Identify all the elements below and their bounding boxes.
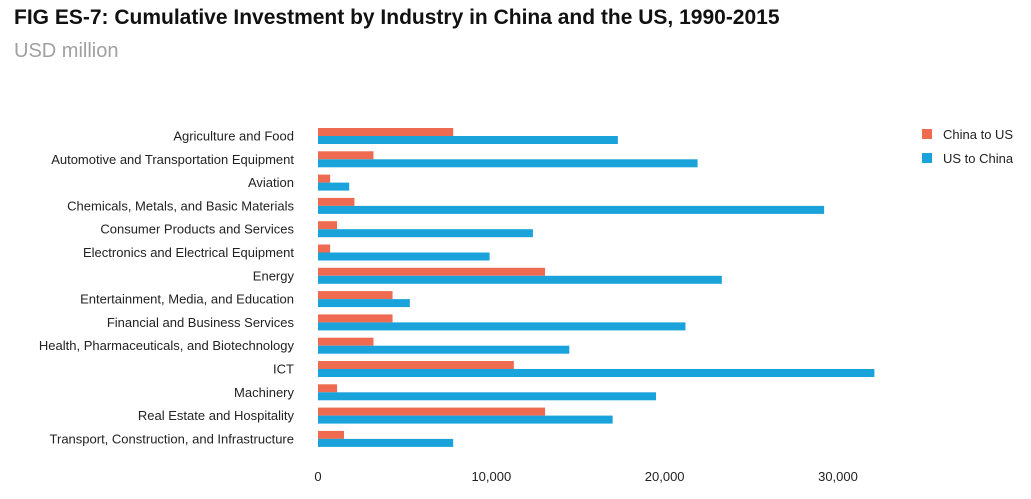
chart-title: FIG ES-7: Cumulative Investment by Indus… — [14, 6, 780, 29]
bar-us-to-china-energy — [318, 275, 722, 284]
bar-us-to-china-health-pharmaceuticals-and-biotechnology — [318, 345, 570, 354]
bar-china-to-us-entertainment-media-and-education — [318, 291, 393, 300]
category-label-agriculture-and-food: Agriculture and Food — [173, 129, 294, 144]
category-label-automotive-and-transportation-equipment: Automotive and Transportation Equipment — [51, 152, 294, 167]
category-label-real-estate-and-hospitality: Real Estate and Hospitality — [138, 408, 295, 423]
bar-china-to-us-automotive-and-transportation-equipment — [318, 151, 374, 160]
legend-label-china-to-us: China to US — [943, 127, 1013, 142]
bar-china-to-us-agriculture-and-food — [318, 128, 454, 136]
category-label-machinery: Machinery — [234, 385, 294, 400]
x-tick-label-0: 0 — [314, 469, 321, 484]
category-label-electronics-and-electrical-equipment: Electronics and Electrical Equipment — [83, 245, 294, 260]
bar-us-to-china-agriculture-and-food — [318, 136, 618, 144]
x-tick-label-3: 30,000 — [818, 469, 858, 484]
bar-china-to-us-real-estate-and-hospitality — [318, 407, 546, 416]
bar-us-to-china-real-estate-and-hospitality — [318, 415, 613, 424]
bar-china-to-us-financial-and-business-services — [318, 314, 393, 323]
category-label-health-pharmaceuticals-and-biotechnology: Health, Pharmaceuticals, and Biotechnolo… — [39, 338, 295, 353]
chart-subtitle: USD million — [14, 40, 119, 62]
category-label-aviation: Aviation — [248, 175, 294, 190]
bar-us-to-china-electronics-and-electrical-equipment — [318, 252, 490, 261]
bar-china-to-us-aviation — [318, 174, 331, 183]
bar-us-to-china-financial-and-business-services — [318, 322, 686, 331]
bar-us-to-china-ict — [318, 369, 875, 377]
bar-china-to-us-transport-construction-and-infrastructure — [318, 430, 344, 439]
category-label-energy: Energy — [253, 268, 295, 283]
bar-china-to-us-electronics-and-electrical-equipment — [318, 244, 331, 253]
bar-us-to-china-entertainment-media-and-education — [318, 299, 410, 308]
legend-swatch-china-to-us — [922, 129, 932, 139]
bar-china-to-us-health-pharmaceuticals-and-biotechnology — [318, 337, 374, 346]
category-label-entertainment-media-and-education: Entertainment, Media, and Education — [80, 292, 294, 307]
category-label-financial-and-business-services: Financial and Business Services — [107, 315, 295, 330]
x-tick-label-2: 20,000 — [645, 469, 685, 484]
bar-us-to-china-aviation — [318, 182, 350, 191]
category-label-ict: ICT — [273, 362, 294, 377]
bar-china-to-us-energy — [318, 267, 546, 276]
bar-china-to-us-ict — [318, 361, 514, 369]
category-label-chemicals-metals-and-basic-materials: Chemicals, Metals, and Basic Materials — [67, 198, 294, 213]
bar-china-to-us-consumer-products-and-services — [318, 221, 338, 230]
legend-swatch-us-to-china — [922, 153, 932, 163]
legend-label-us-to-china: US to China — [943, 151, 1014, 166]
bar-china-to-us-machinery — [318, 384, 338, 393]
category-label-transport-construction-and-infrastructure: Transport, Construction, and Infrastruct… — [50, 431, 294, 446]
bar-us-to-china-consumer-products-and-services — [318, 229, 533, 238]
bar-us-to-china-automotive-and-transportation-equipment — [318, 159, 698, 168]
bar-us-to-china-machinery — [318, 392, 656, 401]
bar-us-to-china-transport-construction-and-infrastructure — [318, 438, 454, 447]
bar-china-to-us-chemicals-metals-and-basic-materials — [318, 197, 355, 206]
bar-us-to-china-chemicals-metals-and-basic-materials — [318, 205, 825, 214]
x-tick-label-1: 10,000 — [471, 469, 511, 484]
category-label-consumer-products-and-services: Consumer Products and Services — [100, 222, 294, 237]
